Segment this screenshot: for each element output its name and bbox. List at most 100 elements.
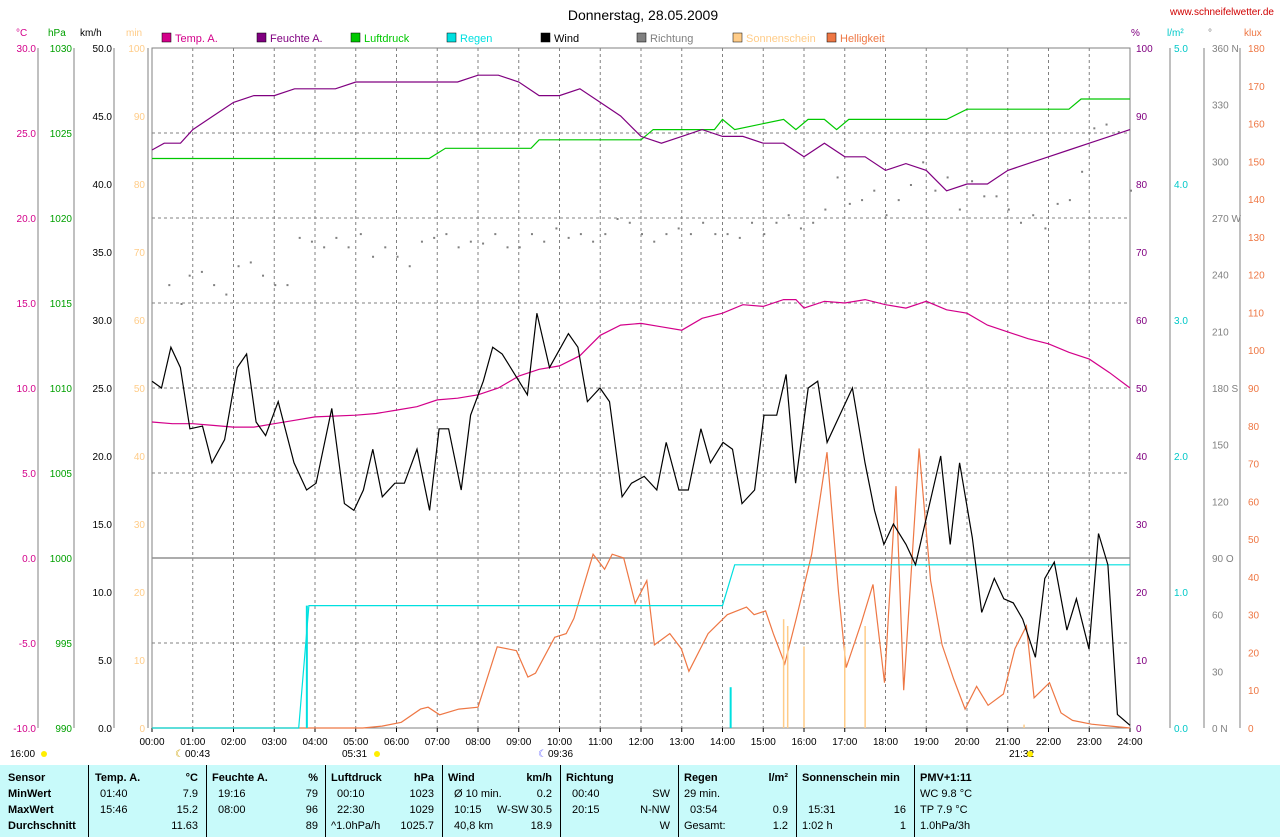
direction-point (518, 246, 521, 249)
direction-point (1056, 202, 1059, 205)
direction-point (909, 184, 912, 186)
wind-tick-label: 0.0 (98, 724, 112, 735)
bright-tick-label: 150 (1248, 157, 1265, 168)
bright-tick-label: 60 (1248, 497, 1260, 508)
direction-point (262, 274, 265, 277)
stats-table: Sensor MinWert MaxWert Durchschnitt Temp… (0, 765, 1280, 837)
direction-point (433, 236, 436, 239)
pressure-line (152, 98, 1130, 160)
direction-point (555, 227, 558, 230)
bright-tick-label: 70 (1248, 460, 1260, 471)
direction-point (420, 240, 423, 243)
temp-tick-label: 10.0 (17, 384, 37, 395)
humidity-min-time: 19:16 (218, 788, 246, 800)
humidity-avg: 89 (305, 820, 318, 832)
direction-point (799, 227, 802, 230)
pressure-min-time: 00:10 (337, 788, 365, 800)
direction-point (751, 221, 754, 224)
hum-unit-label: % (1131, 28, 1140, 39)
direction-point (922, 161, 925, 164)
dir-tick-label: 270 W (1212, 214, 1241, 225)
direction-point (848, 202, 851, 205)
pressure-tick-label: 1020 (50, 214, 73, 225)
direction-point (494, 233, 497, 236)
hum-tick-label: 60 (1136, 316, 1148, 327)
wind-tick-label: 25.0 (93, 384, 113, 395)
dir-tick-label: 150 (1212, 441, 1229, 452)
legend-swatch (636, 32, 647, 43)
bright-tick-label: 100 (1248, 346, 1265, 357)
time-tick-label: 13:00 (669, 737, 694, 748)
direction-point (702, 221, 705, 224)
time-tick-label: 23:00 (1077, 737, 1102, 748)
temp-max: 15.2 (176, 804, 198, 816)
dir-tick-label: 300 (1212, 157, 1229, 168)
direction-point (665, 233, 668, 236)
direction-point (616, 218, 619, 220)
temp-tick-label: 20.0 (17, 214, 37, 225)
pmv-header: PMV+1:11 (920, 772, 972, 784)
max-row-label: MaxWert (8, 804, 54, 816)
time-tick-label: 21:00 (995, 737, 1020, 748)
rain-total-label: Gesamt: (684, 820, 726, 832)
sun-tick-label: 40 (134, 452, 146, 463)
time-tick-label: 15:00 (751, 737, 776, 748)
pressure-tick-label: 1015 (50, 299, 73, 310)
direction-max: N-NW (640, 804, 670, 816)
humidity-min: 79 (305, 788, 318, 800)
humidity-header: Feuchte A. (212, 772, 268, 784)
direction-point (180, 303, 183, 305)
direction-point (213, 284, 216, 287)
direction-point (971, 180, 974, 183)
temp-tick-label: -10.0 (13, 724, 36, 735)
direction-point (469, 240, 472, 243)
bright-tick-label: 140 (1248, 195, 1265, 206)
rain-unit: l/m² (768, 772, 788, 784)
direction-point (372, 255, 375, 258)
direction-point (323, 246, 326, 249)
wind-max-time: 10:15 (454, 804, 482, 816)
column-divider (88, 765, 89, 837)
sun-icon (374, 751, 380, 757)
temp-min: 7.9 (182, 788, 198, 800)
rain-duration: 29 min. (684, 788, 721, 800)
sun-total: 1:02 h (802, 820, 833, 832)
direction-point (579, 233, 582, 236)
direction-point (543, 240, 546, 243)
time-tick-label: 16:00 (791, 737, 816, 748)
direction-point (983, 195, 986, 198)
legend-label: Temp. A. (175, 33, 218, 45)
time-tick-label: 17:00 (832, 737, 857, 748)
pressure-tick-label: 995 (55, 639, 72, 650)
bright-tick-label: 90 (1248, 384, 1260, 395)
website-label: www.schneifelwetter.de (1169, 7, 1274, 18)
avg-row-label: Durchschnitt (8, 820, 76, 832)
time-tick-label: 12:00 (628, 737, 653, 748)
humidity-unit: % (308, 772, 318, 784)
direction-point (286, 284, 289, 287)
direction-avg: W (659, 820, 670, 832)
sun-avg: 1 (899, 820, 906, 832)
direction-point (787, 214, 790, 217)
sensor-header: Sensor (8, 772, 46, 784)
wind-tick-label: 40.0 (93, 180, 113, 191)
direction-point (482, 242, 485, 245)
bright-tick-label: 20 (1248, 648, 1260, 659)
direction-point (824, 208, 827, 211)
direction-point (677, 227, 680, 230)
moonset-label: 09:36 (548, 749, 573, 760)
sun-icon (41, 751, 47, 757)
direction-point (530, 233, 533, 236)
bright-tick-label: 30 (1248, 611, 1260, 622)
hum-tick-label: 20 (1136, 588, 1148, 599)
time-tick-label: 18:00 (873, 737, 898, 748)
hum-tick-label: 10 (1136, 656, 1148, 667)
wind-unit: km/h (526, 772, 552, 784)
wind-min-label: Ø 10 min. (454, 788, 502, 800)
rain-tick-label: 2.0 (1174, 452, 1188, 463)
column-divider (560, 765, 561, 837)
column-divider (442, 765, 443, 837)
wind-tick-label: 45.0 (93, 112, 113, 123)
pressure-unit-label: hPa (48, 28, 66, 39)
wind-tick-label: 50.0 (93, 44, 113, 55)
